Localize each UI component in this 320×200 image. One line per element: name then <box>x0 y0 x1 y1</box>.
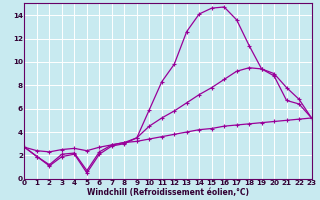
X-axis label: Windchill (Refroidissement éolien,°C): Windchill (Refroidissement éolien,°C) <box>87 188 249 197</box>
